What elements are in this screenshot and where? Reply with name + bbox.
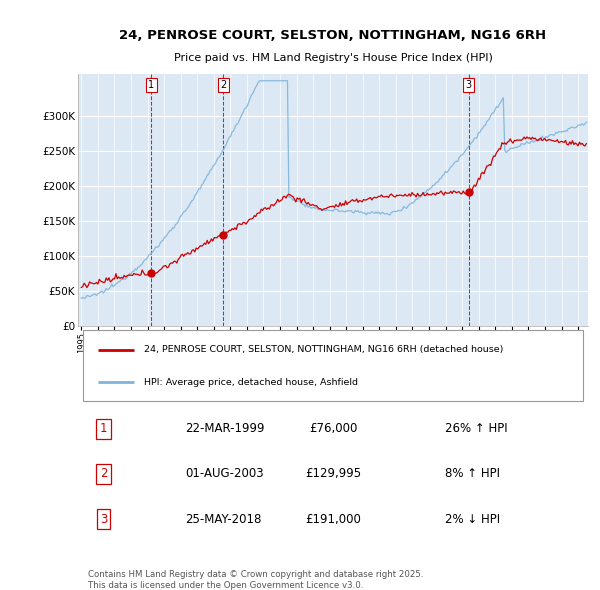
Text: 26% ↑ HPI: 26% ↑ HPI [445, 422, 508, 435]
Text: 1: 1 [148, 80, 154, 90]
Text: 3: 3 [466, 80, 472, 90]
Text: Contains HM Land Registry data © Crown copyright and database right 2025.
This d: Contains HM Land Registry data © Crown c… [88, 569, 424, 590]
Text: 2: 2 [220, 80, 227, 90]
Text: 01-AUG-2003: 01-AUG-2003 [185, 467, 264, 480]
Text: 3: 3 [100, 513, 107, 526]
Text: £76,000: £76,000 [309, 422, 357, 435]
Text: 1: 1 [100, 422, 107, 435]
Text: HPI: Average price, detached house, Ashfield: HPI: Average price, detached house, Ashf… [145, 378, 358, 387]
Text: 25-MAY-2018: 25-MAY-2018 [185, 513, 262, 526]
Text: 2: 2 [100, 467, 107, 480]
Text: 24, PENROSE COURT, SELSTON, NOTTINGHAM, NG16 6RH (detached house): 24, PENROSE COURT, SELSTON, NOTTINGHAM, … [145, 345, 503, 354]
Text: 2% ↓ HPI: 2% ↓ HPI [445, 513, 500, 526]
Text: £191,000: £191,000 [305, 513, 361, 526]
Text: Price paid vs. HM Land Registry's House Price Index (HPI): Price paid vs. HM Land Registry's House … [173, 53, 493, 63]
Text: 8% ↑ HPI: 8% ↑ HPI [445, 467, 500, 480]
Text: £129,995: £129,995 [305, 467, 361, 480]
FancyBboxPatch shape [83, 330, 583, 401]
Text: 24, PENROSE COURT, SELSTON, NOTTINGHAM, NG16 6RH: 24, PENROSE COURT, SELSTON, NOTTINGHAM, … [119, 29, 547, 42]
Text: 22-MAR-1999: 22-MAR-1999 [185, 422, 265, 435]
